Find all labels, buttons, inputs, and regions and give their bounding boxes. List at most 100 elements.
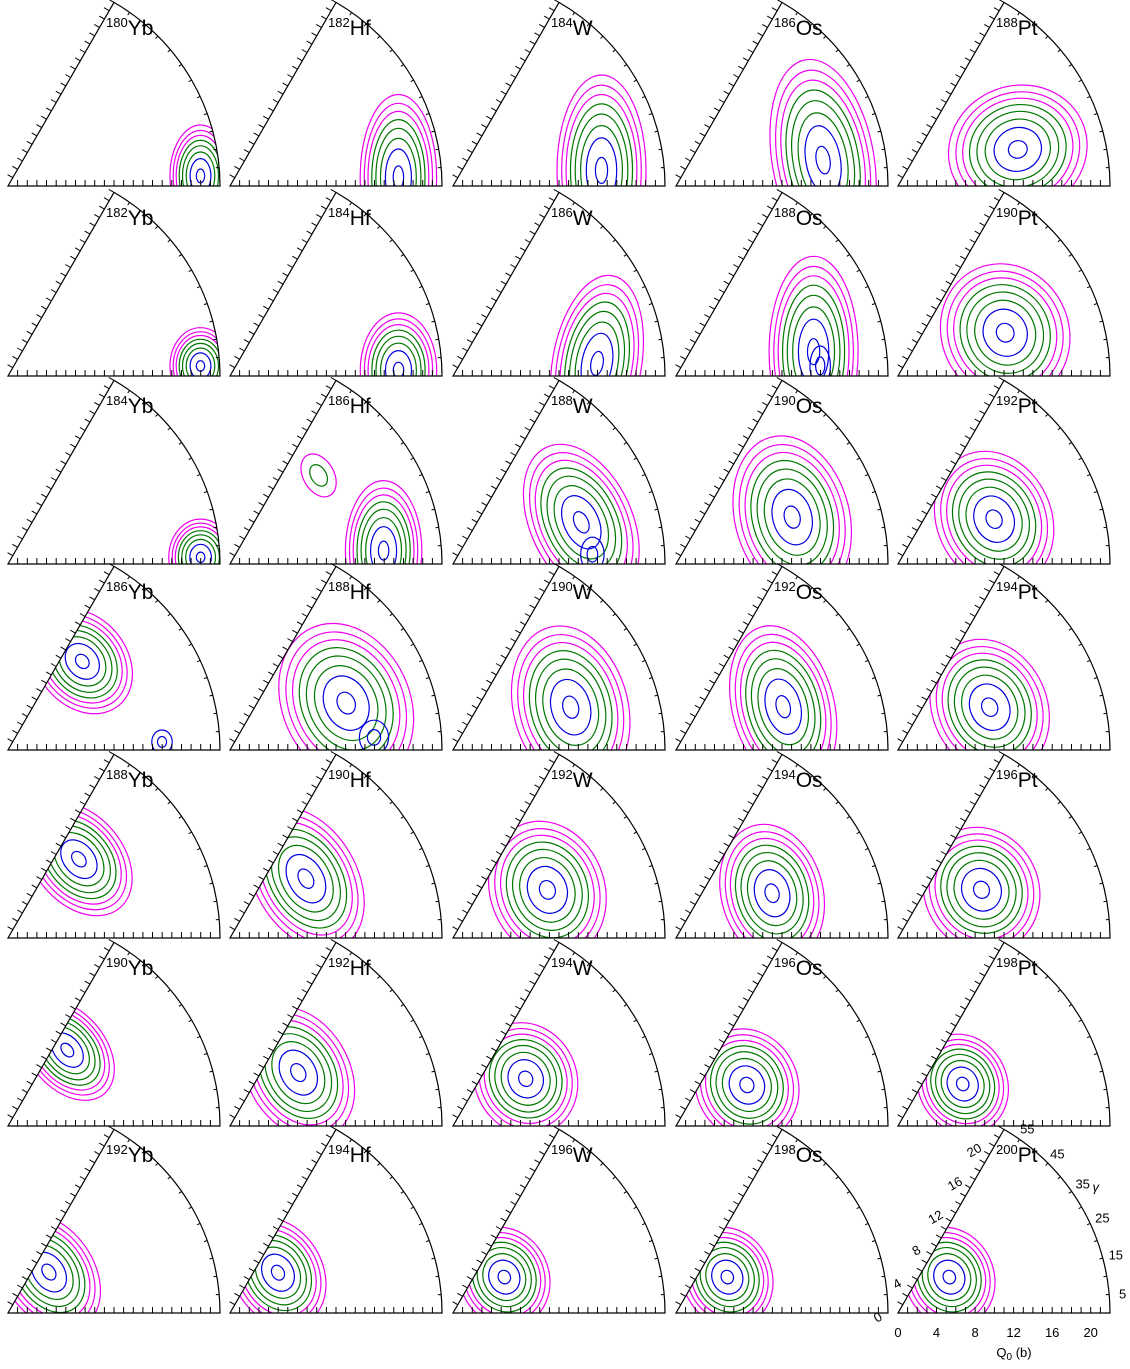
edge-tick bbox=[12, 1292, 18, 1297]
gamma-tick bbox=[846, 1003, 850, 1007]
edge-tick bbox=[70, 443, 76, 448]
edge-tick bbox=[685, 1284, 691, 1289]
edge-tick bbox=[916, 892, 923, 897]
gamma-tick bbox=[213, 712, 217, 715]
contour-line bbox=[941, 652, 1038, 750]
edge-tick bbox=[296, 57, 303, 62]
contour-line bbox=[41, 1263, 57, 1281]
edge-tick bbox=[911, 339, 918, 344]
edge-tick bbox=[60, 834, 67, 839]
gamma-tick bbox=[410, 457, 414, 461]
edge-tick bbox=[766, 205, 773, 210]
edge-tick bbox=[55, 90, 62, 95]
element-symbol: Pt bbox=[1018, 957, 1038, 980]
edge-tick bbox=[45, 671, 52, 676]
edge-tick bbox=[272, 477, 279, 481]
edge-tick bbox=[7, 552, 14, 557]
edge-tick bbox=[548, 947, 555, 952]
gamma-tick bbox=[809, 1150, 813, 1154]
edge-tick bbox=[65, 452, 71, 456]
edge-tick bbox=[31, 1259, 38, 1264]
contour-line bbox=[935, 1053, 991, 1115]
edge-tick bbox=[55, 654, 62, 659]
edge-tick bbox=[103, 947, 110, 952]
edge-tick bbox=[481, 124, 487, 129]
contour-line bbox=[561, 495, 602, 550]
gamma-tick bbox=[1078, 643, 1082, 647]
gamma-tick bbox=[1103, 900, 1107, 903]
contour-line bbox=[947, 84, 1088, 186]
edge-tick bbox=[481, 1251, 487, 1256]
contour-line bbox=[528, 452, 634, 564]
gamma-tick bbox=[633, 831, 637, 835]
contour-line bbox=[955, 91, 1081, 186]
edge-tick bbox=[41, 1242, 47, 1247]
edge-tick bbox=[534, 596, 540, 601]
edge-tick bbox=[940, 99, 947, 103]
edge-tick bbox=[738, 1005, 744, 1010]
edge-tick bbox=[486, 493, 492, 498]
edge-tick bbox=[7, 364, 14, 369]
element-symbol: W bbox=[573, 1144, 593, 1167]
nucleus-label: 190W bbox=[551, 579, 593, 604]
edge-tick bbox=[776, 750, 783, 755]
gamma-tick bbox=[155, 1162, 159, 1166]
edge-tick bbox=[26, 892, 33, 897]
mass-number: 190 bbox=[996, 205, 1018, 220]
edge-tick bbox=[60, 272, 67, 277]
edge-tick bbox=[229, 1301, 236, 1306]
gamma-tick bbox=[623, 63, 627, 67]
element-symbol: Pt bbox=[1018, 581, 1038, 604]
gamma-tick bbox=[127, 390, 131, 394]
edge-tick bbox=[539, 23, 545, 28]
edge-tick bbox=[306, 792, 313, 797]
contour-line bbox=[309, 464, 329, 487]
element-symbol: Pt bbox=[1018, 1144, 1038, 1167]
sextant-panel-190Hf: 190Hf bbox=[228, 750, 443, 939]
contour-line bbox=[939, 263, 1071, 376]
gamma-tick bbox=[1031, 775, 1035, 779]
gamma-tick bbox=[1045, 599, 1049, 603]
nucleus-label: 184W bbox=[551, 15, 593, 40]
edge-tick bbox=[476, 132, 483, 137]
edge-tick bbox=[31, 132, 38, 137]
mass-number: 196 bbox=[774, 955, 796, 970]
edge-tick bbox=[452, 552, 459, 557]
gamma-tick bbox=[349, 1139, 353, 1143]
gamma-tick bbox=[1099, 320, 1103, 323]
edge-tick bbox=[757, 1159, 763, 1164]
edge-tick bbox=[243, 1276, 250, 1281]
gamma-tick bbox=[1086, 285, 1091, 289]
gamma-tick bbox=[1045, 225, 1049, 229]
edge-tick bbox=[505, 834, 512, 839]
edge-tick bbox=[931, 679, 937, 684]
gamma-tick bbox=[572, 952, 576, 956]
contour-line bbox=[185, 538, 217, 564]
edge-tick bbox=[916, 518, 923, 523]
sextant-panel-190Yb: 190Yb bbox=[6, 938, 221, 1127]
contour-line bbox=[806, 338, 821, 366]
edge-tick bbox=[742, 435, 749, 440]
edge-tick bbox=[979, 1159, 985, 1164]
gamma-tick bbox=[658, 900, 662, 903]
gamma-tick bbox=[431, 1257, 435, 1260]
edge-tick bbox=[481, 502, 487, 507]
gamma-tick bbox=[846, 815, 850, 819]
contour-line bbox=[738, 443, 846, 564]
edge-tick bbox=[486, 115, 492, 120]
contour-line bbox=[195, 360, 206, 372]
edge-tick bbox=[70, 629, 76, 634]
gamma-tick bbox=[349, 12, 353, 16]
nucleus-label: 182Yb bbox=[106, 205, 153, 230]
edge-tick bbox=[272, 1226, 279, 1230]
gamma-tick bbox=[389, 989, 393, 993]
gamma-tick bbox=[363, 587, 367, 591]
contour-line bbox=[380, 342, 418, 376]
gamma-tick bbox=[809, 587, 813, 591]
edge-tick bbox=[988, 1142, 995, 1147]
gamma-tick bbox=[846, 627, 850, 631]
edge-tick bbox=[921, 510, 928, 515]
contour-line bbox=[360, 508, 407, 564]
gamma-tick bbox=[856, 1019, 860, 1023]
edge-tick bbox=[263, 679, 269, 684]
